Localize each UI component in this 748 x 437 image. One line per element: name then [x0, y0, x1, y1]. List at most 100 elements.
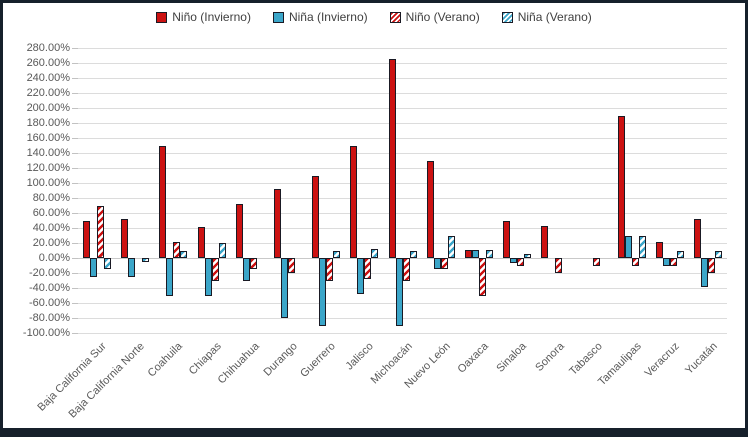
- x-axis-label: Durango: [261, 340, 300, 379]
- gridline: [78, 138, 727, 139]
- bar-1-baja-california-sur: [83, 220, 91, 258]
- y-tick-mark: [72, 318, 78, 319]
- bar-4-chiapas: [218, 243, 226, 258]
- bar-3-veracruz: [669, 258, 677, 266]
- y-tick-label: -80.00%: [29, 312, 70, 324]
- gridline: [78, 183, 727, 184]
- solid-swatch-icon: [272, 11, 284, 23]
- y-tick-mark: [72, 108, 78, 109]
- y-tick-mark: [72, 78, 78, 79]
- solid-swatch-icon: [156, 11, 168, 23]
- y-tick-label: 240.00%: [26, 72, 70, 84]
- legend-item: Niño (Invierno): [156, 10, 251, 24]
- bar-1-yucat-n: [693, 219, 701, 258]
- y-tick-label: -60.00%: [29, 297, 70, 309]
- x-axis-label: Veracruz: [642, 340, 682, 380]
- bar-2-tamaulipas: [624, 235, 632, 258]
- y-tick-mark: [72, 168, 78, 169]
- bar-4-nuevo-le-n: [447, 235, 455, 258]
- x-axis-label: Sinaloa: [494, 340, 529, 375]
- bar-4-michoac-n: [409, 250, 417, 258]
- bar-3-chihuahua: [249, 258, 257, 270]
- x-axis-label: Chiapas: [186, 340, 224, 378]
- bar-4-tamaulipas: [638, 235, 646, 258]
- bar-4-oaxaca: [485, 249, 493, 258]
- legend-label: Niño (Verano): [405, 10, 480, 24]
- y-tick-label: 220.00%: [26, 87, 70, 99]
- bar-2-sinaloa: [510, 258, 518, 264]
- bar-3-tamaulipas: [631, 258, 639, 266]
- y-tick-label: 160.00%: [26, 132, 70, 144]
- bar-2-chihuahua: [242, 258, 250, 281]
- y-tick-label: -40.00%: [29, 282, 70, 294]
- bar-2-baja-california-sur: [90, 258, 98, 277]
- x-axis-label: Coahuila: [146, 340, 186, 380]
- gridline: [78, 168, 727, 169]
- bar-3-durango: [287, 258, 295, 273]
- bar-2-jalisco: [357, 258, 365, 294]
- bar-2-nuevo-le-n: [433, 258, 441, 270]
- y-tick-label: 260.00%: [26, 57, 70, 69]
- y-tick-mark: [72, 198, 78, 199]
- bar-3-sonora: [555, 258, 563, 273]
- legend-label: Niño (Invierno): [172, 10, 251, 24]
- gridline: [78, 288, 727, 289]
- y-tick-mark: [72, 213, 78, 214]
- y-tick-label: -100.00%: [22, 327, 70, 339]
- bar-2-yucat-n: [700, 258, 708, 287]
- bar-1-oaxaca: [464, 249, 472, 258]
- y-tick-label: 200.00%: [26, 102, 70, 114]
- bar-1-chihuahua: [235, 204, 243, 258]
- chart-legend: Niño (Invierno) Niña (Invierno) Niño (Vera…: [3, 10, 745, 24]
- bar-3-coahuila: [173, 241, 181, 258]
- chart-area: Niño (Invierno) Niña (Invierno) Niño (Vera…: [3, 3, 745, 428]
- x-axis-label: Guerrero: [298, 340, 338, 380]
- bar-3-yucat-n: [707, 258, 715, 273]
- x-axis-label: Sonora: [533, 340, 567, 374]
- y-tick-label: 280.00%: [26, 42, 70, 54]
- bar-2-durango: [280, 258, 288, 318]
- bar-1-coahuila: [159, 145, 167, 258]
- y-tick-mark: [72, 228, 78, 229]
- y-tick-mark: [72, 183, 78, 184]
- gridline: [78, 228, 727, 229]
- bar-3-guerrero: [326, 258, 334, 281]
- bar-3-chiapas: [211, 258, 219, 281]
- bar-4-guerrero: [333, 250, 341, 258]
- bar-3-nuevo-le-n: [440, 258, 448, 270]
- gridline: [78, 243, 727, 244]
- bar-4-baja-california-sur: [104, 258, 112, 270]
- y-tick-label: 120.00%: [26, 162, 70, 174]
- bar-4-sinaloa: [524, 254, 532, 258]
- bar-3-jalisco: [364, 258, 372, 279]
- y-tick-label: 60.00%: [32, 207, 70, 219]
- y-tick-label: 0.00%: [38, 252, 70, 264]
- gridline: [78, 123, 727, 124]
- bar-3-baja-california-sur: [97, 205, 105, 258]
- x-axis-label: Yucatán: [683, 340, 720, 377]
- y-tick-label: 40.00%: [32, 222, 70, 234]
- bar-1-michoac-n: [388, 59, 396, 258]
- bar-1-durango: [273, 189, 281, 258]
- y-tick-mark: [72, 303, 78, 304]
- y-tick-mark: [72, 123, 78, 124]
- y-tick-mark: [72, 288, 78, 289]
- bar-4-veracruz: [676, 250, 684, 258]
- y-tick-label: 140.00%: [26, 147, 70, 159]
- y-tick-mark: [72, 153, 78, 154]
- bar-1-tamaulipas: [617, 115, 625, 258]
- y-tick-mark: [72, 48, 78, 49]
- bar-2-oaxaca: [471, 249, 479, 258]
- legend-item: Niña (Verano): [501, 10, 592, 24]
- bar-2-coahuila: [166, 258, 174, 296]
- gridline: [78, 93, 727, 94]
- y-tick-label: 180.00%: [26, 117, 70, 129]
- gridline: [78, 48, 727, 49]
- legend-label: Niña (Verano): [517, 10, 592, 24]
- bar-2-michoac-n: [395, 258, 403, 326]
- legend-item: Niña (Invierno): [272, 10, 368, 24]
- gridline: [78, 303, 727, 304]
- y-tick-mark: [72, 243, 78, 244]
- x-axis-label: Baja California Sur: [35, 340, 109, 414]
- bar-3-michoac-n: [402, 258, 410, 281]
